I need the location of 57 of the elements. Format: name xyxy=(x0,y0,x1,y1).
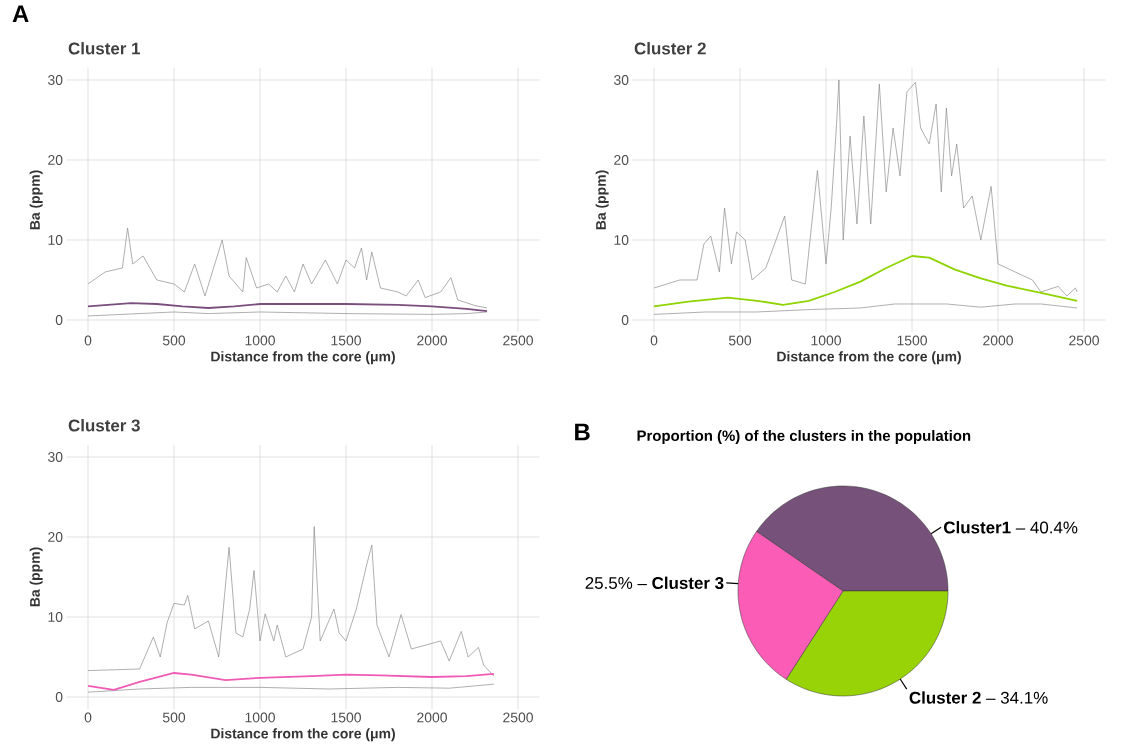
x-tick-label: 1500 xyxy=(897,335,927,346)
chart-title: Cluster 2 xyxy=(634,42,706,55)
x-tick-label: 0 xyxy=(84,335,92,346)
x-axis-title: Distance from the core (μm) xyxy=(211,351,395,365)
y-tick-label: 30 xyxy=(48,452,63,462)
text: B xyxy=(575,423,590,441)
x-axis-title: Distance from the core (μm) xyxy=(777,351,961,365)
x-tick-label: 1000 xyxy=(245,712,275,723)
x-tick-label: 1500 xyxy=(331,335,361,346)
line-series xyxy=(87,672,495,691)
line-series xyxy=(87,526,495,677)
y-tick-label: 20 xyxy=(48,532,63,542)
x-tick-label: 2500 xyxy=(503,335,533,346)
line-series xyxy=(653,255,1079,308)
y-tick-label: 10 xyxy=(614,235,629,245)
y-tick-label: 10 xyxy=(48,235,63,245)
x-tick-label: 2000 xyxy=(983,335,1013,346)
y-tick-label: 10 xyxy=(48,612,63,622)
text: – xyxy=(986,698,996,700)
x-tick-label: 2000 xyxy=(417,335,447,346)
x-tick-label: 2500 xyxy=(503,712,533,723)
chart-title: Cluster 1 xyxy=(68,42,141,55)
x-tick-label: 500 xyxy=(162,712,186,723)
y-tick-label: 30 xyxy=(48,75,63,85)
data-label: 40.4% xyxy=(1030,521,1078,534)
x-tick-label: 2500 xyxy=(1069,335,1099,346)
y-tick-label: 0 xyxy=(621,315,629,325)
y-tick-label: 0 xyxy=(55,692,63,702)
x-tick-label: 1000 xyxy=(245,335,275,346)
line-series xyxy=(87,227,488,309)
x-tick-label: 0 xyxy=(650,335,658,346)
data-label: 34.1% xyxy=(1000,691,1048,704)
x-tick-label: 2000 xyxy=(417,712,447,723)
line-series xyxy=(653,303,1078,315)
data-label: 25.5% xyxy=(585,577,633,590)
y-tick-label: 30 xyxy=(614,75,629,85)
slice-label: Cluster 3 xyxy=(652,576,724,590)
line-series xyxy=(87,683,495,693)
chart-title: Cluster 3 xyxy=(68,419,140,432)
x-tick-label: 500 xyxy=(162,335,186,346)
x-tick-label: 0 xyxy=(84,712,92,723)
y-tick-label: 20 xyxy=(614,155,629,165)
y-tick-label: 0 xyxy=(55,315,63,325)
slice-label: Cluster 2 xyxy=(909,691,981,704)
x-tick-label: 1000 xyxy=(811,335,841,346)
slice-label: Cluster1 xyxy=(944,521,1011,534)
text: – xyxy=(1015,528,1026,530)
x-axis-title: Distance from the core (μm) xyxy=(211,728,395,742)
y-tick-label: 20 xyxy=(48,155,63,165)
x-tick-label: 1500 xyxy=(331,712,361,723)
y-axis-title: Ba (ppm) xyxy=(29,547,43,607)
chart-title: Proportion (%) of the clusters in the population xyxy=(637,430,971,444)
text: A xyxy=(12,5,29,22)
x-tick-label: 500 xyxy=(728,335,752,346)
y-axis-title: Ba (ppm) xyxy=(29,170,43,230)
text: – xyxy=(637,584,647,586)
y-axis-title: Ba (ppm) xyxy=(595,170,609,230)
